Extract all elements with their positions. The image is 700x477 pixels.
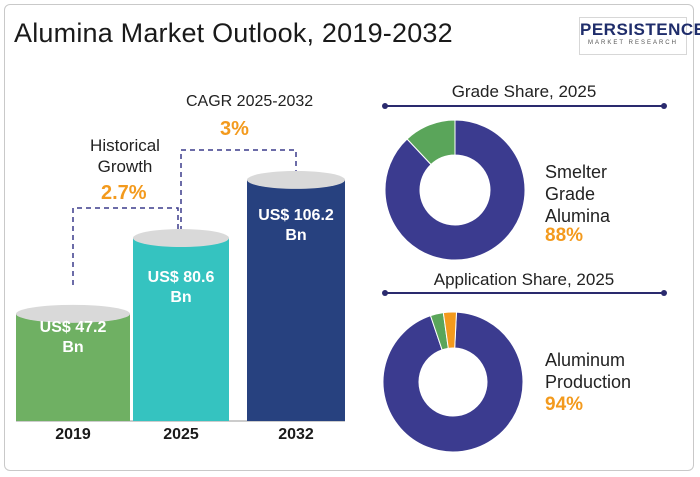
x-tick-2032: 2032 [278, 426, 314, 443]
bar-2032 [247, 179, 345, 421]
bar-value-2019-line2: Bn [62, 339, 84, 356]
bar-value-label-2025: US$ 80.6 Bn [133, 268, 229, 308]
infographic-frame [4, 4, 694, 471]
bar-value-2032-line1: US$ 106.2 [258, 207, 334, 224]
x-tick-2025: 2025 [163, 426, 199, 443]
application-divider-dot-left [382, 290, 388, 296]
historical-connector [72, 207, 179, 285]
grade-donut-slice-0 [384, 119, 526, 261]
grade-highlight-value: 88% [545, 225, 584, 246]
application-donut-slice-2 [442, 311, 458, 349]
bar-value-2025-line2: Bn [170, 289, 192, 306]
persistence-logo: PERSISTENCE MARKET RESEARCH [579, 17, 700, 55]
bar-value-2032-line2: Bn [285, 227, 307, 244]
cagr-value: 3% [220, 118, 249, 140]
page-title: Alumina Market Outlook, 2019-2032 [14, 18, 453, 48]
grade-donut-slice-1 [406, 119, 456, 166]
grade-highlight-label: Smelter Grade Alumina [545, 162, 611, 226]
application-divider-dot-right [661, 290, 667, 296]
historical-value: 2.7% [101, 182, 147, 204]
bar-cap-2025 [133, 229, 229, 248]
grade-divider-dot-right [661, 103, 667, 109]
grade-share-title: Grade Share, 2025 [451, 82, 597, 101]
bar-value-label-2032: US$ 106.2 Bn [247, 206, 345, 246]
historical-label: Historical Growth [90, 136, 160, 176]
application-highlight-value: 94% [545, 394, 584, 415]
bar-value-2025-line1: US$ 80.6 [147, 269, 215, 286]
cagr-label: CAGR 2025-2032 [186, 93, 314, 110]
x-tick-2019: 2019 [55, 426, 91, 443]
application-share-title: Application Share, 2025 [433, 270, 615, 289]
application-highlight-label: Aluminum Production [545, 350, 632, 392]
bar-2019 [16, 313, 130, 421]
bar-cap-2032 [247, 170, 345, 189]
bar-value-2019-line1: US$ 47.2 [39, 319, 107, 336]
bar-value-label-2019: US$ 47.2 Bn [16, 318, 130, 358]
grade-divider-dot-left [382, 103, 388, 109]
logo-sub-text: MARKET RESEARCH [588, 40, 678, 46]
logo-main-text: PERSISTENCE [580, 20, 700, 39]
application-donut-slice-0 [382, 311, 524, 453]
bar-2025 [133, 238, 229, 421]
cagr-connector [180, 149, 297, 240]
bar-cap-2019 [16, 304, 130, 323]
